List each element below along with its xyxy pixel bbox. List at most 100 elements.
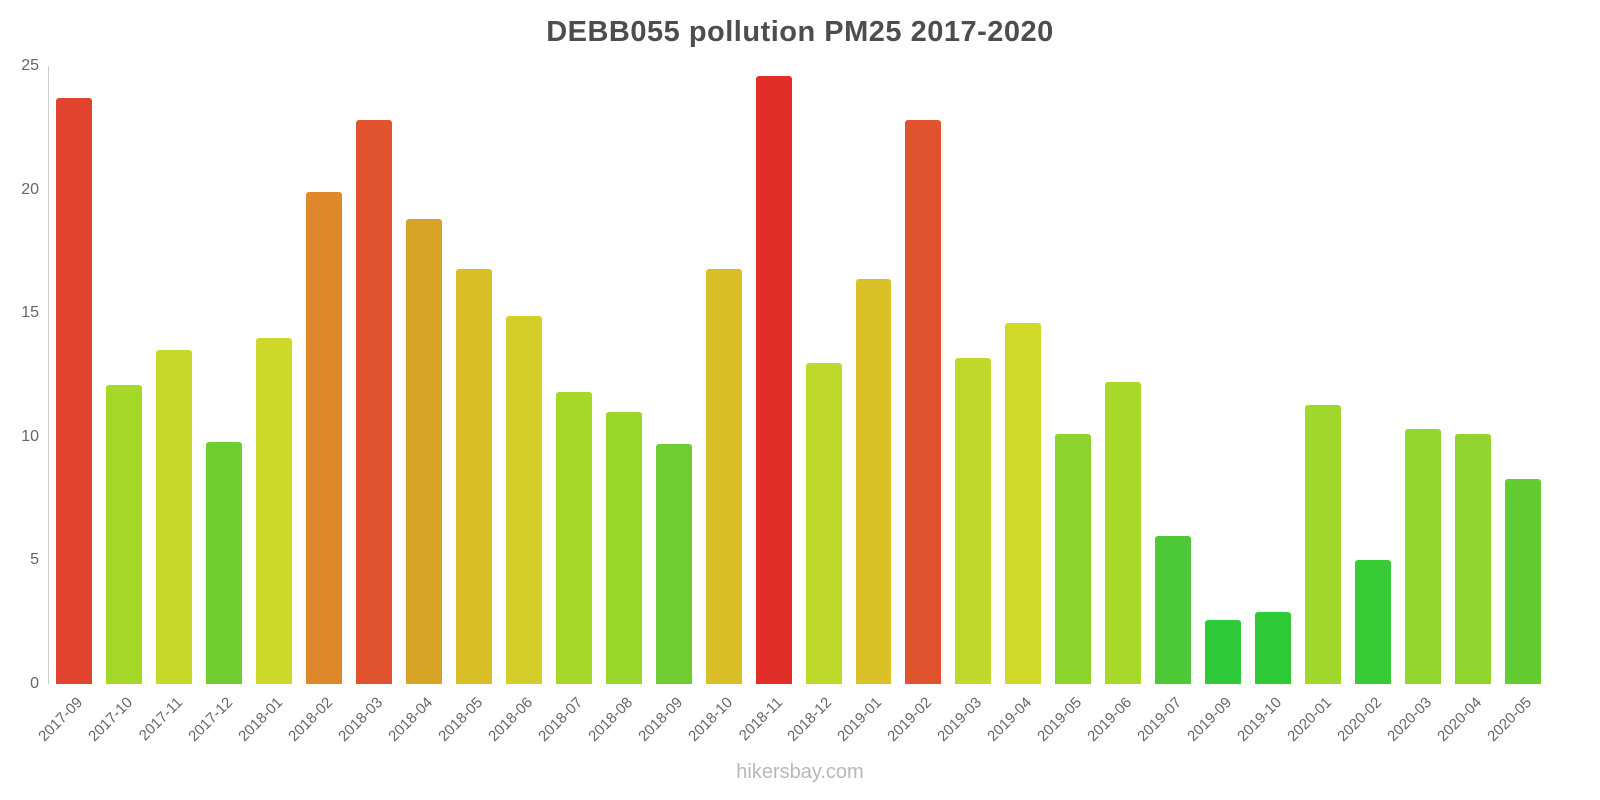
- x-tick-label: 2017-12: [184, 694, 236, 745]
- bar-slot: 2018-07: [535, 66, 599, 745]
- bar-slot: 2018-04: [385, 66, 449, 745]
- bar-slot: 2018-11: [735, 66, 799, 744]
- bar-slot: 2017-10: [85, 66, 149, 745]
- y-tick-label: 10: [21, 427, 39, 445]
- bar-slot: 2019-05: [1034, 66, 1098, 745]
- bar-2019-09[interactable]: [1205, 619, 1242, 684]
- bar-2018-07[interactable]: [555, 392, 592, 684]
- x-tick-label: 2018-02: [284, 694, 336, 745]
- chart-title: DEBB055 pollution PM25 2017-2020: [546, 16, 1054, 48]
- bar-slot: 2019-07: [1134, 66, 1198, 745]
- bar-2019-02[interactable]: [905, 120, 942, 684]
- y-tick-label: 20: [21, 180, 39, 198]
- x-tick-label: 2020-03: [1384, 694, 1436, 745]
- bar-2018-06[interactable]: [505, 315, 542, 684]
- bar-2017-10[interactable]: [105, 384, 142, 684]
- bar-2019-06[interactable]: [1105, 382, 1142, 684]
- bar-2017-12[interactable]: [205, 441, 242, 684]
- bar-slot: 2018-12: [785, 66, 849, 745]
- x-tick-label: 2018-01: [234, 694, 286, 745]
- x-tick-label: 2017-09: [35, 694, 87, 745]
- bar-2018-02[interactable]: [305, 192, 342, 684]
- x-tick-label: 2018-10: [684, 694, 736, 745]
- bar-slot: 2018-09: [635, 66, 699, 745]
- x-tick-label: 2018-09: [634, 694, 686, 745]
- x-tick-label: 2019-10: [1234, 694, 1286, 745]
- x-tick-label: 2019-09: [1184, 694, 1236, 745]
- bar-slot: 2019-10: [1234, 66, 1298, 745]
- bar-2020-01[interactable]: [1305, 404, 1342, 684]
- y-tick-label: 0: [30, 675, 39, 692]
- x-tick-label: 2017-11: [135, 694, 186, 745]
- bar-slot: 2017-11: [136, 66, 199, 744]
- bar-2020-05[interactable]: [1505, 478, 1542, 684]
- bar-slot: 2019-04: [984, 66, 1048, 745]
- bar-2020-03[interactable]: [1405, 429, 1442, 684]
- y-tick-label: 15: [21, 304, 39, 322]
- x-tick-label: 2018-07: [534, 694, 586, 745]
- bar-2018-11[interactable]: [755, 75, 792, 684]
- bar-slot: 2020-05: [1484, 66, 1548, 745]
- bar-2019-04[interactable]: [1005, 323, 1042, 684]
- y-tick-label: 25: [21, 57, 39, 74]
- x-tick-label: 2018-11: [735, 694, 786, 745]
- bar-slot: 2017-12: [185, 66, 249, 745]
- bar-slot: 2019-03: [934, 66, 998, 745]
- x-tick-label: 2017-10: [85, 694, 136, 745]
- bar-slot: 2020-02: [1334, 66, 1398, 745]
- x-tick-label: 2020-02: [1334, 694, 1386, 745]
- bar-2020-02[interactable]: [1355, 560, 1392, 684]
- bar-slot: 2019-09: [1184, 66, 1248, 745]
- x-tick-label: 2018-08: [584, 694, 636, 745]
- bar-slot: 2018-01: [235, 66, 299, 745]
- bar-slot: 2018-06: [485, 66, 549, 745]
- x-tick-label: 2018-12: [784, 694, 836, 745]
- x-tick-label: 2020-01: [1284, 694, 1336, 745]
- bar-2019-05[interactable]: [1055, 434, 1092, 684]
- plot-area: 2017-09 2017-10 2017-11 2017-12 2018-01 2018-…: [21, 58, 1548, 745]
- bar-slot: 2018-05: [435, 66, 499, 745]
- watermark-text: hikersbay.com: [736, 761, 864, 783]
- bar-slot: 2019-06: [1084, 66, 1148, 745]
- bar-slot: 2019-02: [885, 66, 948, 745]
- bar-2019-03[interactable]: [955, 357, 992, 684]
- bar-slot: 2020-03: [1384, 66, 1448, 745]
- x-tick-label: 2018-03: [334, 694, 386, 745]
- x-tick-label: 2019-06: [1084, 694, 1136, 745]
- bar-2019-01[interactable]: [855, 278, 892, 684]
- bar-slot: 2019-01: [835, 66, 899, 745]
- x-tick-label: 2018-06: [484, 694, 536, 745]
- x-tick-label: 2019-02: [884, 694, 936, 745]
- bar-2018-10[interactable]: [705, 268, 742, 684]
- x-tick-label: 2019-03: [934, 694, 986, 745]
- x-tick-label: 2019-05: [1034, 694, 1086, 745]
- bar-2018-03[interactable]: [355, 120, 392, 684]
- x-tick-label: 2019-07: [1134, 694, 1186, 745]
- bar-2019-10[interactable]: [1255, 612, 1292, 684]
- bar-slot: 2018-02: [285, 66, 349, 745]
- x-tick-label: 2018-04: [384, 694, 436, 745]
- x-tick-label: 2020-04: [1434, 694, 1486, 745]
- bar-2018-01[interactable]: [255, 337, 292, 684]
- bar-slot: 2020-04: [1434, 66, 1498, 745]
- bar-2019-07[interactable]: [1155, 535, 1192, 684]
- bar-2017-09[interactable]: [56, 98, 92, 684]
- x-tick-label: 2019-01: [834, 694, 886, 745]
- bar-2017-11[interactable]: [155, 350, 192, 684]
- bars: 2017-09 2017-10 2017-11 2017-12 2018-01 2018-…: [35, 66, 1548, 745]
- bar-2018-04[interactable]: [405, 219, 442, 684]
- bar-slot: 2018-10: [685, 66, 749, 745]
- bar-2018-08[interactable]: [605, 412, 642, 684]
- bar-slot: 2018-08: [585, 66, 649, 745]
- x-tick-label: 2020-05: [1484, 694, 1536, 745]
- x-tick-label: 2018-05: [434, 694, 486, 745]
- bar-slot: 2018-03: [335, 66, 399, 745]
- bar-2018-12[interactable]: [805, 362, 842, 684]
- y-tick-label: 5: [30, 551, 39, 569]
- x-tick-label: 2019-04: [984, 694, 1036, 745]
- bar-2018-05[interactable]: [455, 268, 492, 684]
- bar-slot: 2017-09: [35, 66, 99, 745]
- bar-2018-09[interactable]: [655, 444, 692, 684]
- bar-2020-04[interactable]: [1455, 434, 1492, 684]
- bar-slot: 2020-01: [1284, 66, 1348, 745]
